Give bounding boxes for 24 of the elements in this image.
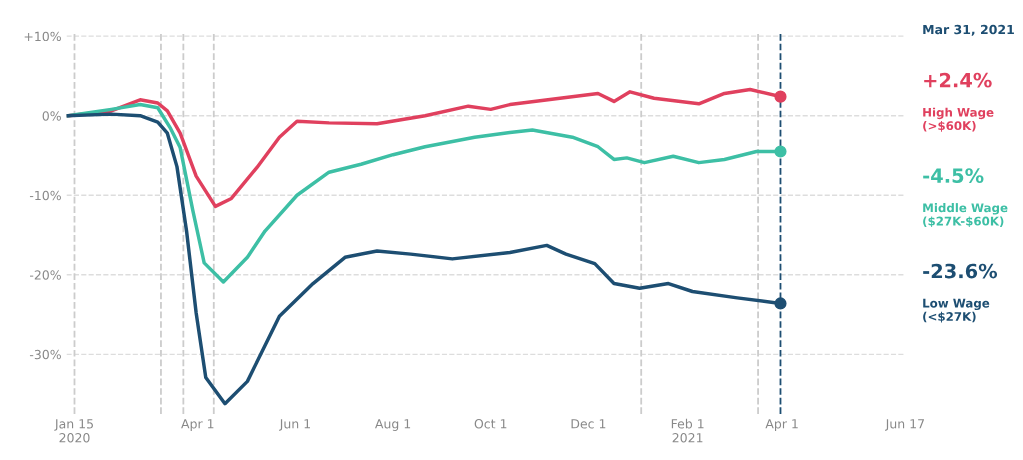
point	[774, 90, 787, 103]
y-tick-label: -20%	[29, 270, 61, 280]
y-tick-label: -10%	[29, 190, 61, 201]
x-tick-label: Apr 1	[181, 419, 214, 431]
text: High Wage (>$60K)	[923, 107, 994, 132]
x-tick-label: Dec 1	[571, 419, 606, 429]
x-tick-label: Aug 1	[375, 419, 411, 431]
text: -4.5%	[923, 168, 984, 183]
text: +2.4%	[924, 72, 992, 88]
x-tick-label: Jun 1	[279, 419, 310, 431]
y-tick-label: -30%	[29, 349, 61, 360]
ref-line-label: Mar 31, 2021	[923, 24, 1014, 36]
point	[774, 145, 787, 158]
x-tick-label: Apr 1	[765, 419, 798, 431]
x-tick-label: Jan 15 2020	[54, 419, 93, 443]
x-tick-label: Feb 1 2021	[671, 418, 704, 443]
x-tick-label: Oct 1	[474, 419, 507, 429]
y-tick-label: 0%	[42, 111, 61, 121]
x-tick-label: Jun 17	[885, 419, 924, 431]
y-tick-label: +10%	[24, 31, 61, 42]
text: Low Wage (<$27K)	[923, 298, 990, 323]
text: Middle Wage ($27K-$60K)	[923, 203, 1008, 228]
point	[774, 297, 787, 310]
text: -23.6%	[923, 263, 998, 279]
